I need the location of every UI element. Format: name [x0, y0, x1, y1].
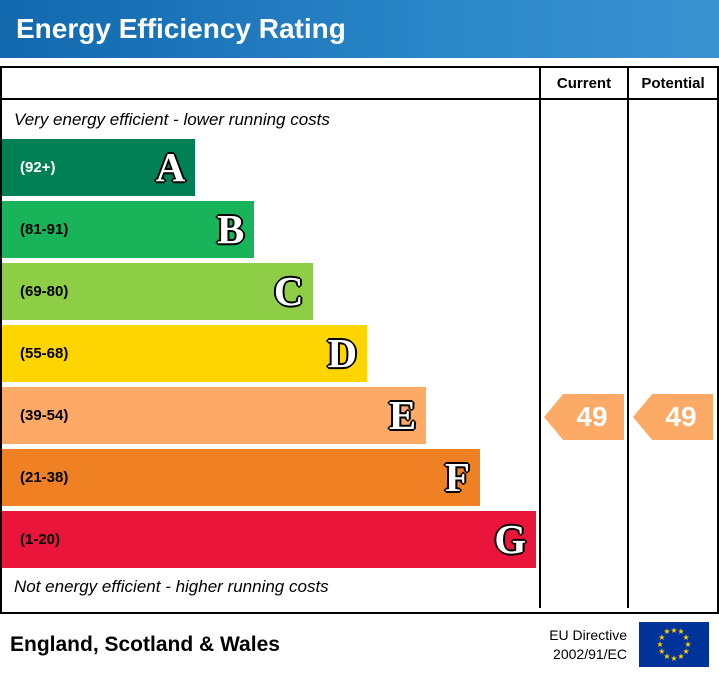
band-f-letter: F	[444, 453, 470, 500]
potential-rating-column: 49	[627, 100, 717, 608]
band-g: (1-20) G	[2, 510, 537, 568]
band-row: (92+) A	[2, 136, 539, 198]
bands-area: Very energy efficient - lower running co…	[2, 100, 539, 608]
eu-directive-line1: EU Directive	[549, 627, 627, 644]
band-row: (21-38) F	[2, 446, 539, 508]
bottom-note: Not energy efficient - higher running co…	[14, 577, 329, 596]
band-g-range: (1-20)	[20, 530, 61, 548]
current-rating-column: 49	[539, 100, 627, 608]
band-a: (92+) A	[2, 138, 196, 196]
footer: England, Scotland & Wales EU Directive 2…	[0, 614, 719, 675]
band-a-range: (92+)	[20, 158, 56, 176]
band-d-letter: D	[327, 329, 358, 376]
page-title: Energy Efficiency Rating	[0, 0, 719, 58]
eu-directive-line2: 2002/91/EC	[553, 645, 627, 662]
band-a-letter: A	[155, 143, 186, 190]
current-rating-value: 49	[576, 401, 608, 432]
band-c-range: (69-80)	[20, 282, 69, 300]
eu-directive-label: EU Directive 2002/91/EC	[549, 626, 627, 662]
band-d-range: (55-68)	[20, 344, 69, 362]
band-row: (55-68) D	[2, 322, 539, 384]
band-g-letter: G	[494, 515, 527, 562]
header-spacer	[2, 68, 539, 100]
eu-flag-icon: ★ ★ ★ ★ ★ ★ ★ ★ ★ ★ ★ ★	[639, 622, 709, 667]
band-b-letter: B	[217, 205, 245, 252]
band-c: (69-80) C	[2, 262, 314, 320]
band-d: (55-68) D	[2, 324, 368, 382]
band-f-range: (21-38)	[20, 468, 69, 486]
band-b-range: (81-91)	[20, 220, 69, 238]
current-rating-arrow: 49	[544, 394, 624, 440]
potential-column-header: Potential	[627, 68, 717, 100]
band-row: (81-91) B	[2, 198, 539, 260]
band-e-range: (39-54)	[20, 406, 69, 424]
region-label: England, Scotland & Wales	[10, 632, 280, 656]
energy-rating-chart: Current Potential Very energy efficient …	[0, 66, 719, 614]
potential-rating-arrow: 49	[633, 394, 713, 440]
band-b: (81-91) B	[2, 200, 255, 258]
band-c-letter: C	[273, 267, 304, 314]
band-e: (39-54) E	[2, 386, 427, 444]
current-column-header: Current	[539, 68, 627, 100]
potential-rating-value: 49	[665, 401, 697, 432]
band-row: (69-80) C	[2, 260, 539, 322]
band-f: (21-38) F	[2, 448, 480, 506]
band-row: (1-20) G	[2, 508, 539, 570]
top-note: Very energy efficient - lower running co…	[14, 110, 330, 129]
band-row: (39-54) E	[2, 384, 539, 446]
band-e-letter: E	[388, 391, 417, 438]
